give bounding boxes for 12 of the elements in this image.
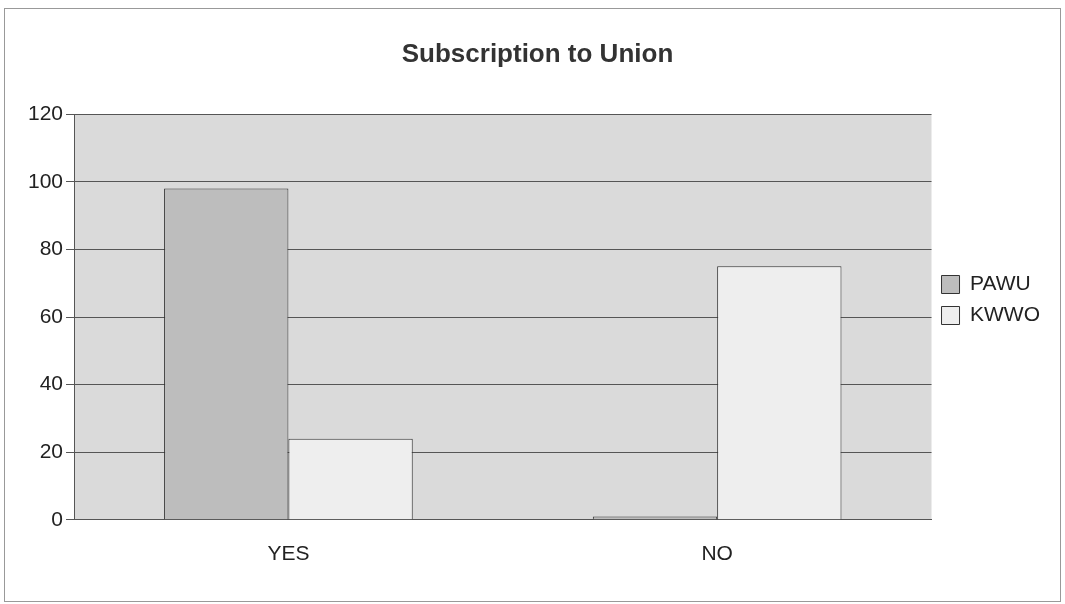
y-tick-label: 60 xyxy=(39,303,64,327)
x-tick-label: NO xyxy=(701,541,733,565)
y-tick-label: 120 xyxy=(27,101,64,124)
y-tick-label: 20 xyxy=(39,439,64,462)
y-tick-label: 100 xyxy=(27,168,64,192)
x-tick-label: YES xyxy=(267,541,310,565)
y-tick-label: 0 xyxy=(51,506,64,530)
chart-title: Subscription to Union xyxy=(401,37,674,68)
y-tick-label: 40 xyxy=(39,371,64,395)
legend-label: PAWU xyxy=(970,271,1031,295)
y-tick-label: 80 xyxy=(39,236,64,260)
legend-label: KWWO xyxy=(970,302,1040,326)
